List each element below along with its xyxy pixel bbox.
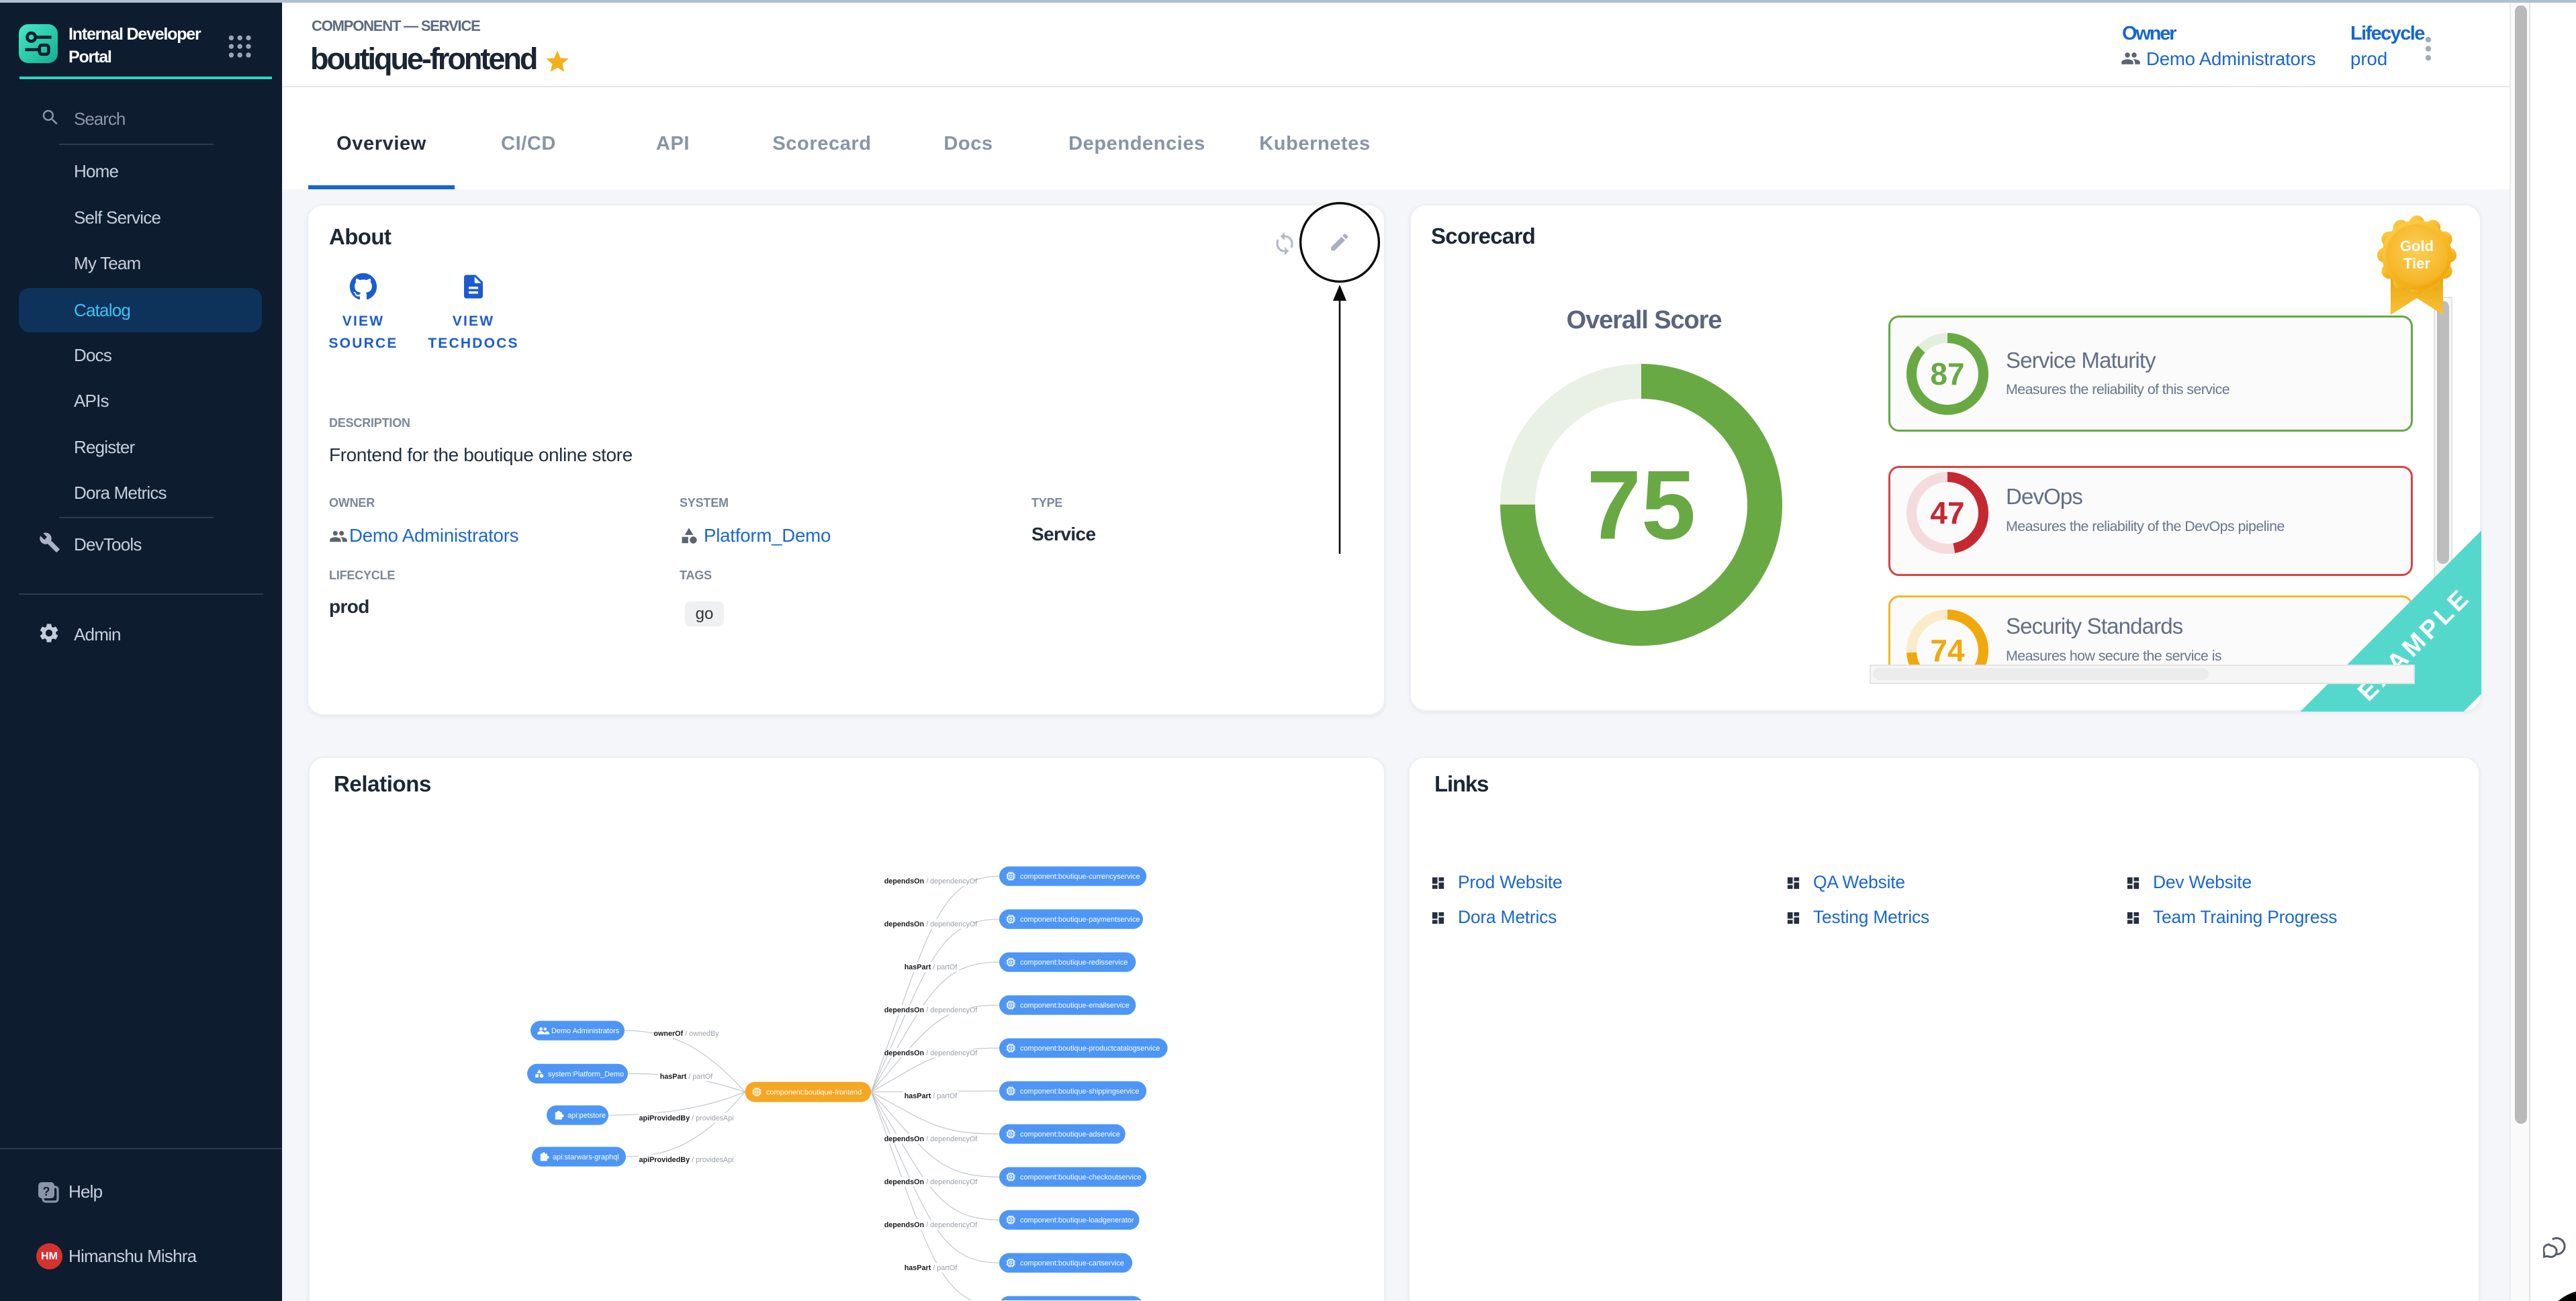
svg-text:apiProvidedBy / providesApi: apiProvidedBy / providesApi [639, 1156, 733, 1164]
svg-text:system:Platform_Demo: system:Platform_Demo [548, 1070, 624, 1078]
svg-text:Tier: Tier [2403, 255, 2430, 272]
svg-text:dependsOn / dependencyOf: dependsOn / dependencyOf [884, 920, 978, 928]
svg-text:component:boutique-currencyser: component:boutique-currencyservice [1020, 873, 1140, 881]
svg-text:Gold: Gold [2400, 238, 2434, 254]
svg-text:component:boutique-loadgenerat: component:boutique-loadgenerator [1020, 1216, 1134, 1224]
svg-text:component:boutique-checkoutser: component:boutique-checkoutservice [1020, 1173, 1141, 1182]
svg-text:47: 47 [1930, 495, 1964, 530]
svg-text:component:boutique-productcata: component:boutique-productcatalogservice [1020, 1045, 1160, 1053]
svg-text:dependsOn / dependencyOf: dependsOn / dependencyOf [884, 877, 978, 885]
svg-text:hasPart / partOf: hasPart / partOf [660, 1073, 714, 1081]
svg-text:component:boutique-redisservic: component:boutique-redisservice [1020, 959, 1128, 967]
svg-text:dependsOn / dependencyOf: dependsOn / dependencyOf [884, 1221, 978, 1229]
svg-text:Demo Administrators: Demo Administrators [551, 1027, 620, 1035]
svg-text:hasPart / partOf: hasPart / partOf [905, 1264, 958, 1272]
svg-text:?: ? [43, 1185, 50, 1198]
svg-text:74: 74 [1930, 633, 1965, 668]
svg-text:dependsOn / dependencyOf: dependsOn / dependencyOf [884, 1178, 978, 1186]
svg-text:api:petstore: api:petstore [567, 1112, 606, 1120]
svg-text:75: 75 [1587, 450, 1696, 560]
svg-text:hasPart / partOf: hasPart / partOf [905, 1092, 958, 1100]
svg-text:component:boutique-cartservice: component:boutique-cartservice [1020, 1259, 1124, 1267]
svg-text:dependsOn / dependencyOf: dependsOn / dependencyOf [884, 1006, 978, 1014]
svg-text:component:boutique-paymentserv: component:boutique-paymentservice [1020, 916, 1140, 924]
svg-text:dependsOn / dependencyOf: dependsOn / dependencyOf [884, 1049, 978, 1057]
svg-text:api:starwars-graphql: api:starwars-graphql [553, 1153, 619, 1161]
svg-text:ownerOf / ownedBy: ownerOf / ownedBy [653, 1030, 719, 1038]
svg-text:apiProvidedBy / providesApi: apiProvidedBy / providesApi [639, 1114, 733, 1122]
svg-text:component:boutique-shippingser: component:boutique-shippingservice [1020, 1088, 1139, 1096]
svg-text:dependsOn / dependencyOf: dependsOn / dependencyOf [884, 1135, 978, 1143]
svg-text:87: 87 [1930, 356, 1964, 391]
svg-text:component:boutique-emailservic: component:boutique-emailservice [1020, 1002, 1130, 1010]
svg-text:component:boutique-frontend: component:boutique-frontend [766, 1089, 862, 1097]
svg-text:component:boutique-adservice: component:boutique-adservice [1020, 1130, 1120, 1139]
svg-text:hasPart / partOf: hasPart / partOf [905, 963, 958, 971]
